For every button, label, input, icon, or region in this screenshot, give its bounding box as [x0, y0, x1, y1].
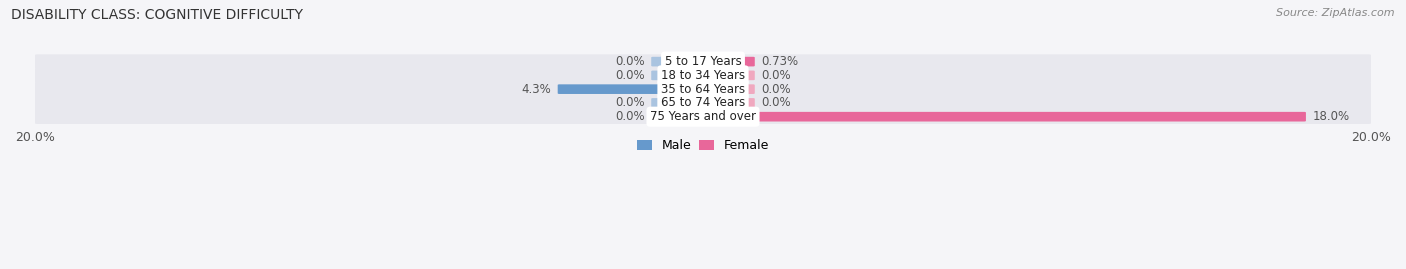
- Text: 0.0%: 0.0%: [614, 110, 644, 123]
- FancyBboxPatch shape: [34, 109, 1372, 124]
- Text: 65 to 74 Years: 65 to 74 Years: [661, 96, 745, 109]
- FancyBboxPatch shape: [34, 54, 1372, 69]
- FancyBboxPatch shape: [702, 70, 755, 80]
- Text: 18 to 34 Years: 18 to 34 Years: [661, 69, 745, 82]
- FancyBboxPatch shape: [702, 84, 755, 94]
- Text: Source: ZipAtlas.com: Source: ZipAtlas.com: [1277, 8, 1395, 18]
- Text: 4.3%: 4.3%: [522, 83, 551, 96]
- Text: 0.0%: 0.0%: [762, 96, 792, 109]
- FancyBboxPatch shape: [651, 112, 704, 122]
- FancyBboxPatch shape: [558, 84, 704, 94]
- Text: 0.0%: 0.0%: [614, 96, 644, 109]
- FancyBboxPatch shape: [702, 112, 1306, 122]
- Text: 0.0%: 0.0%: [614, 55, 644, 68]
- Text: 0.0%: 0.0%: [762, 69, 792, 82]
- Legend: Male, Female: Male, Female: [631, 134, 775, 157]
- Text: 5 to 17 Years: 5 to 17 Years: [665, 55, 741, 68]
- FancyBboxPatch shape: [34, 95, 1372, 110]
- FancyBboxPatch shape: [651, 98, 704, 108]
- Text: 18.0%: 18.0%: [1313, 110, 1350, 123]
- FancyBboxPatch shape: [702, 57, 755, 66]
- FancyBboxPatch shape: [651, 70, 704, 80]
- Text: DISABILITY CLASS: COGNITIVE DIFFICULTY: DISABILITY CLASS: COGNITIVE DIFFICULTY: [11, 8, 304, 22]
- Text: 0.73%: 0.73%: [762, 55, 799, 68]
- FancyBboxPatch shape: [702, 98, 755, 108]
- FancyBboxPatch shape: [651, 57, 704, 66]
- FancyBboxPatch shape: [34, 82, 1372, 97]
- Text: 0.0%: 0.0%: [614, 69, 644, 82]
- Text: 0.0%: 0.0%: [762, 83, 792, 96]
- FancyBboxPatch shape: [34, 68, 1372, 83]
- Text: 75 Years and over: 75 Years and over: [650, 110, 756, 123]
- Text: 35 to 64 Years: 35 to 64 Years: [661, 83, 745, 96]
